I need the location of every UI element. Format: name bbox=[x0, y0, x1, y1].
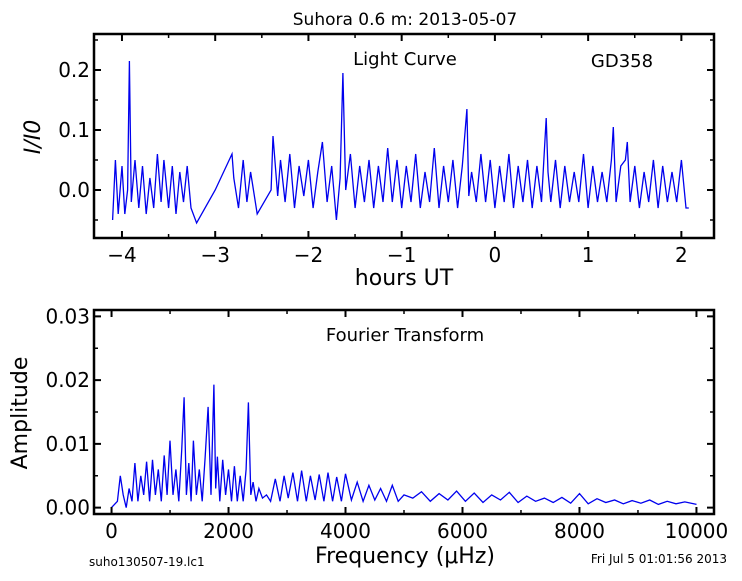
light-curve-xtick-label: −3 bbox=[200, 243, 229, 267]
fourier-panel: Fourier Transform Frequency (μHz) Amplit… bbox=[8, 304, 728, 569]
light-curve-xlabel: hours UT bbox=[355, 266, 454, 291]
star-label: GD358 bbox=[591, 51, 653, 72]
fourier-xtick-label: 2000 bbox=[203, 519, 254, 543]
fourier-xtick-label: 6000 bbox=[437, 519, 488, 543]
light-curve-ylabel: I/I0 bbox=[21, 120, 46, 154]
light-curve-xtick-label: 1 bbox=[582, 243, 595, 267]
light-curve-ytick-label: 0.1 bbox=[58, 118, 90, 142]
light-curve-xtick-label: −1 bbox=[387, 243, 416, 267]
light-curve-xtick-label: 0 bbox=[489, 243, 502, 267]
fourier-series-line bbox=[111, 384, 697, 509]
fourier-xlabel: Frequency (μHz) bbox=[315, 544, 495, 569]
footer-timestamp: Fri Jul 5 01:01:56 2013 bbox=[591, 552, 727, 566]
light-curve-title: Light Curve bbox=[353, 49, 457, 70]
light-curve-xtick-label: 2 bbox=[675, 243, 688, 267]
fourier-ytick-label: 0.00 bbox=[45, 496, 90, 520]
light-curve-ytick-label: 0.2 bbox=[58, 58, 90, 82]
fourier-xtick-label: 4000 bbox=[320, 519, 371, 543]
light-curve-frame bbox=[92, 32, 716, 240]
light-curve-ytick-label: 0.0 bbox=[58, 178, 90, 202]
figure-title: Suhora 0.6 m: 2013-05-07 bbox=[293, 10, 517, 30]
fourier-title: Fourier Transform bbox=[326, 325, 484, 346]
fourier-xtick-label: 0 bbox=[105, 519, 118, 543]
light-curve-xtick-label: −4 bbox=[107, 243, 136, 267]
light-curve-panel: Light Curve GD358 hours UT I/I0 −4 −3 −2 −1… bbox=[21, 32, 716, 291]
fourier-ytick-label: 0.02 bbox=[45, 368, 90, 392]
light-curve-xtick-label: −2 bbox=[294, 243, 323, 267]
light-curve-series-line bbox=[111, 60, 689, 225]
footer-filename: suho130507-19.lc1 bbox=[89, 555, 205, 569]
fourier-ylabel: Amplitude bbox=[8, 357, 33, 470]
fourier-xtick-label: 8000 bbox=[554, 519, 605, 543]
fourier-xtick-label: 10000 bbox=[665, 519, 729, 543]
fourier-ytick-label: 0.01 bbox=[45, 432, 90, 456]
fourier-ytick-label: 0.03 bbox=[45, 304, 90, 328]
